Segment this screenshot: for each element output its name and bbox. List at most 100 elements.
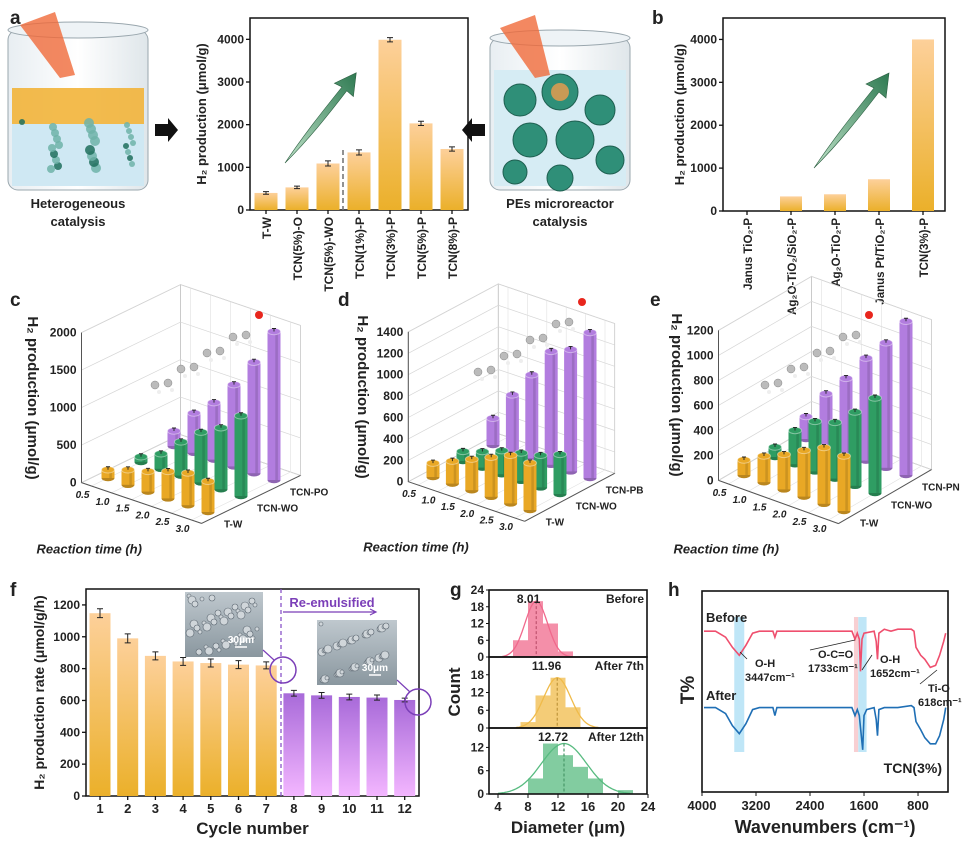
y-axis-label: H₂ production rate (μmol/g/h): [31, 595, 47, 789]
error-bar: [97, 608, 103, 619]
bar-body: [267, 331, 281, 480]
x-tick-label: 3200: [742, 798, 771, 813]
x-tick-label: 0.5: [76, 490, 90, 501]
z-tick-label: 400: [383, 432, 403, 446]
molecule-atom: [241, 330, 251, 340]
droplet: [252, 602, 258, 608]
bar-body: [484, 457, 498, 497]
error-bar: [873, 394, 877, 398]
annotation-value: 1652cm⁻¹: [870, 668, 920, 680]
particle: [85, 145, 95, 155]
molecule-atom: [571, 327, 575, 331]
z-tick-label: 800: [383, 389, 403, 403]
chart-c: 0 500 1000 1500 2000 0.5 1.0 1.5 2.0 2.5 3.0 T-W TCN…: [24, 283, 329, 556]
molecule-atom: [793, 374, 797, 378]
particle: [84, 118, 94, 128]
z-tick-label: 0: [70, 476, 77, 490]
droplet: [254, 626, 260, 632]
bar-body: [837, 456, 851, 511]
error-bar: [804, 413, 808, 417]
error-bar: [294, 185, 300, 190]
x-tick-label: 1.5: [116, 504, 130, 515]
x-axis: [718, 479, 839, 525]
error-bar: [742, 456, 746, 460]
pickering-droplet: [512, 122, 548, 158]
particle: [125, 149, 131, 155]
x-axis: [81, 482, 202, 524]
molecule-atom: [845, 342, 849, 346]
particle: [49, 123, 57, 131]
bar-shade: [492, 457, 496, 497]
droplet: [202, 622, 212, 632]
y-tick-label: 1200: [53, 598, 80, 612]
bar-body: [544, 351, 558, 465]
panel-label: After 12th: [588, 730, 644, 744]
bar-body: [797, 450, 811, 497]
particle: [123, 143, 129, 149]
bar-body: [817, 447, 831, 504]
molecule-atom: [189, 362, 199, 372]
panel-letter-d: d: [338, 290, 350, 311]
error-bar: [199, 428, 203, 433]
error-bar: [884, 339, 888, 343]
bar-body: [486, 418, 500, 445]
z-tick-label: 500: [56, 438, 76, 452]
error-bar: [159, 450, 163, 454]
x-tick-label: 3.0: [176, 524, 190, 535]
caption: catalysis: [51, 214, 106, 229]
y-tick-label: 24: [471, 583, 485, 597]
oxygen-atom: [255, 311, 263, 319]
droplet: [369, 657, 375, 663]
error-bar: [528, 459, 532, 463]
chart-e: 0 200 400 600 800 1000 1200 0.5 1.0 1.5 2.0 2.5 3.0 T…: [668, 275, 960, 557]
illustration-heterogeneous: Heterogeneous catalysis: [7, 12, 178, 229]
molecule-atom: [780, 388, 784, 392]
particle: [129, 161, 135, 167]
bar: [311, 695, 333, 796]
particle: [124, 122, 130, 128]
x-tick-label: 0.5: [713, 488, 727, 499]
bar-shade: [561, 454, 564, 494]
x-tick-label: 1.0: [733, 495, 747, 506]
error-bar: [568, 345, 573, 350]
molecule-atom: [760, 380, 770, 390]
molecule-atom: [832, 356, 836, 360]
x-tick-label: 24: [641, 799, 656, 814]
bar-body: [523, 462, 537, 510]
panel-letter-e: e: [650, 290, 661, 311]
annotation-label: O-H: [880, 654, 900, 666]
bar-body: [737, 460, 751, 475]
grid-line: [81, 321, 301, 371]
caption: Heterogeneous: [31, 196, 126, 211]
bar-TCN-PB-1.5: [524, 370, 539, 462]
error-bar: [166, 467, 170, 472]
histogram-2: 0 6 12 12.72 After 12th: [471, 727, 648, 801]
droplet: [204, 646, 214, 656]
molecule-atom: [564, 317, 574, 327]
error-bar: [469, 455, 474, 460]
bar-shade: [796, 430, 799, 465]
pickering-droplet: [503, 83, 537, 117]
bar-shade: [473, 459, 476, 491]
bar-shade: [464, 451, 467, 461]
bar-body: [141, 471, 155, 492]
error-bar: [538, 451, 543, 456]
series-label: T-W: [224, 519, 243, 530]
bar-shade: [836, 422, 839, 479]
molecule-atom: [851, 330, 861, 340]
bar: [394, 699, 416, 796]
bar-TCN-WO-0.5: [456, 447, 470, 465]
series-label: TCN-WO: [576, 501, 617, 512]
error-bar: [842, 452, 846, 456]
error-bar: [387, 37, 393, 43]
error-bar: [519, 449, 524, 453]
bar-shade: [745, 460, 748, 475]
molecule-atom: [473, 367, 483, 377]
droplet: [229, 636, 237, 644]
error-bar: [232, 381, 236, 385]
molecule-atom: [493, 375, 497, 379]
x-tick-label: 800: [907, 798, 929, 813]
bar-T-W-0.5: [737, 456, 751, 479]
bar-T-W-3.0: [523, 459, 537, 514]
bar-body: [426, 463, 440, 477]
